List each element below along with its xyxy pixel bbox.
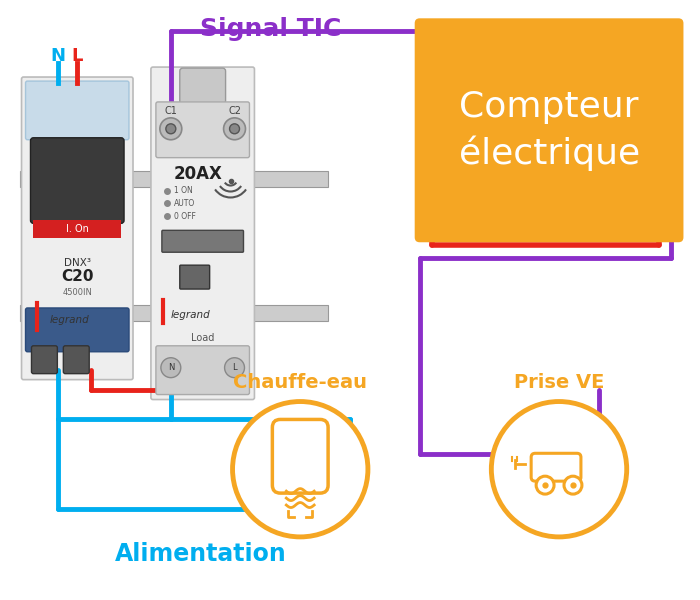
Text: Load: Load bbox=[191, 333, 214, 343]
Circle shape bbox=[161, 358, 181, 377]
Circle shape bbox=[564, 476, 582, 494]
Text: legrand: legrand bbox=[50, 315, 89, 325]
Circle shape bbox=[232, 401, 368, 537]
Circle shape bbox=[491, 401, 626, 537]
Text: I. On: I. On bbox=[66, 224, 89, 235]
FancyBboxPatch shape bbox=[22, 77, 133, 380]
Bar bbox=[20, 170, 328, 187]
Text: DNX³: DNX³ bbox=[64, 258, 91, 268]
Text: Prise VE: Prise VE bbox=[514, 373, 604, 392]
Text: 0 OFF: 0 OFF bbox=[174, 212, 196, 221]
FancyBboxPatch shape bbox=[156, 346, 249, 395]
FancyBboxPatch shape bbox=[156, 102, 249, 158]
Text: 1 ON: 1 ON bbox=[174, 186, 192, 195]
Circle shape bbox=[166, 124, 176, 134]
FancyBboxPatch shape bbox=[162, 230, 244, 252]
Circle shape bbox=[160, 118, 182, 140]
Circle shape bbox=[536, 476, 554, 494]
Text: Chauffe-eau: Chauffe-eau bbox=[233, 373, 368, 392]
Text: AUTO: AUTO bbox=[174, 199, 195, 208]
FancyBboxPatch shape bbox=[32, 346, 57, 374]
Bar bbox=[20, 305, 328, 321]
FancyBboxPatch shape bbox=[25, 81, 129, 140]
Text: C1: C1 bbox=[164, 106, 177, 116]
Text: 4500IN: 4500IN bbox=[62, 287, 92, 296]
Circle shape bbox=[225, 358, 244, 377]
Text: Signal TIC: Signal TIC bbox=[199, 17, 341, 41]
FancyBboxPatch shape bbox=[180, 265, 210, 289]
Text: L: L bbox=[232, 363, 237, 372]
Text: Compteur
électrique: Compteur électrique bbox=[458, 90, 640, 171]
Circle shape bbox=[230, 124, 239, 134]
Text: L: L bbox=[71, 47, 83, 65]
Circle shape bbox=[223, 118, 246, 140]
FancyBboxPatch shape bbox=[63, 346, 89, 374]
FancyBboxPatch shape bbox=[414, 19, 683, 242]
FancyBboxPatch shape bbox=[25, 308, 129, 352]
Text: legrand: legrand bbox=[171, 310, 211, 320]
Text: C2: C2 bbox=[228, 106, 241, 116]
Bar bbox=[34, 220, 121, 238]
Text: 20AX: 20AX bbox=[174, 164, 222, 182]
Text: Alimentation: Alimentation bbox=[115, 542, 286, 566]
Text: C20: C20 bbox=[61, 269, 94, 284]
FancyBboxPatch shape bbox=[151, 67, 254, 400]
Text: N: N bbox=[167, 363, 174, 372]
Text: N: N bbox=[51, 47, 66, 65]
FancyBboxPatch shape bbox=[180, 68, 225, 104]
FancyBboxPatch shape bbox=[31, 138, 124, 223]
